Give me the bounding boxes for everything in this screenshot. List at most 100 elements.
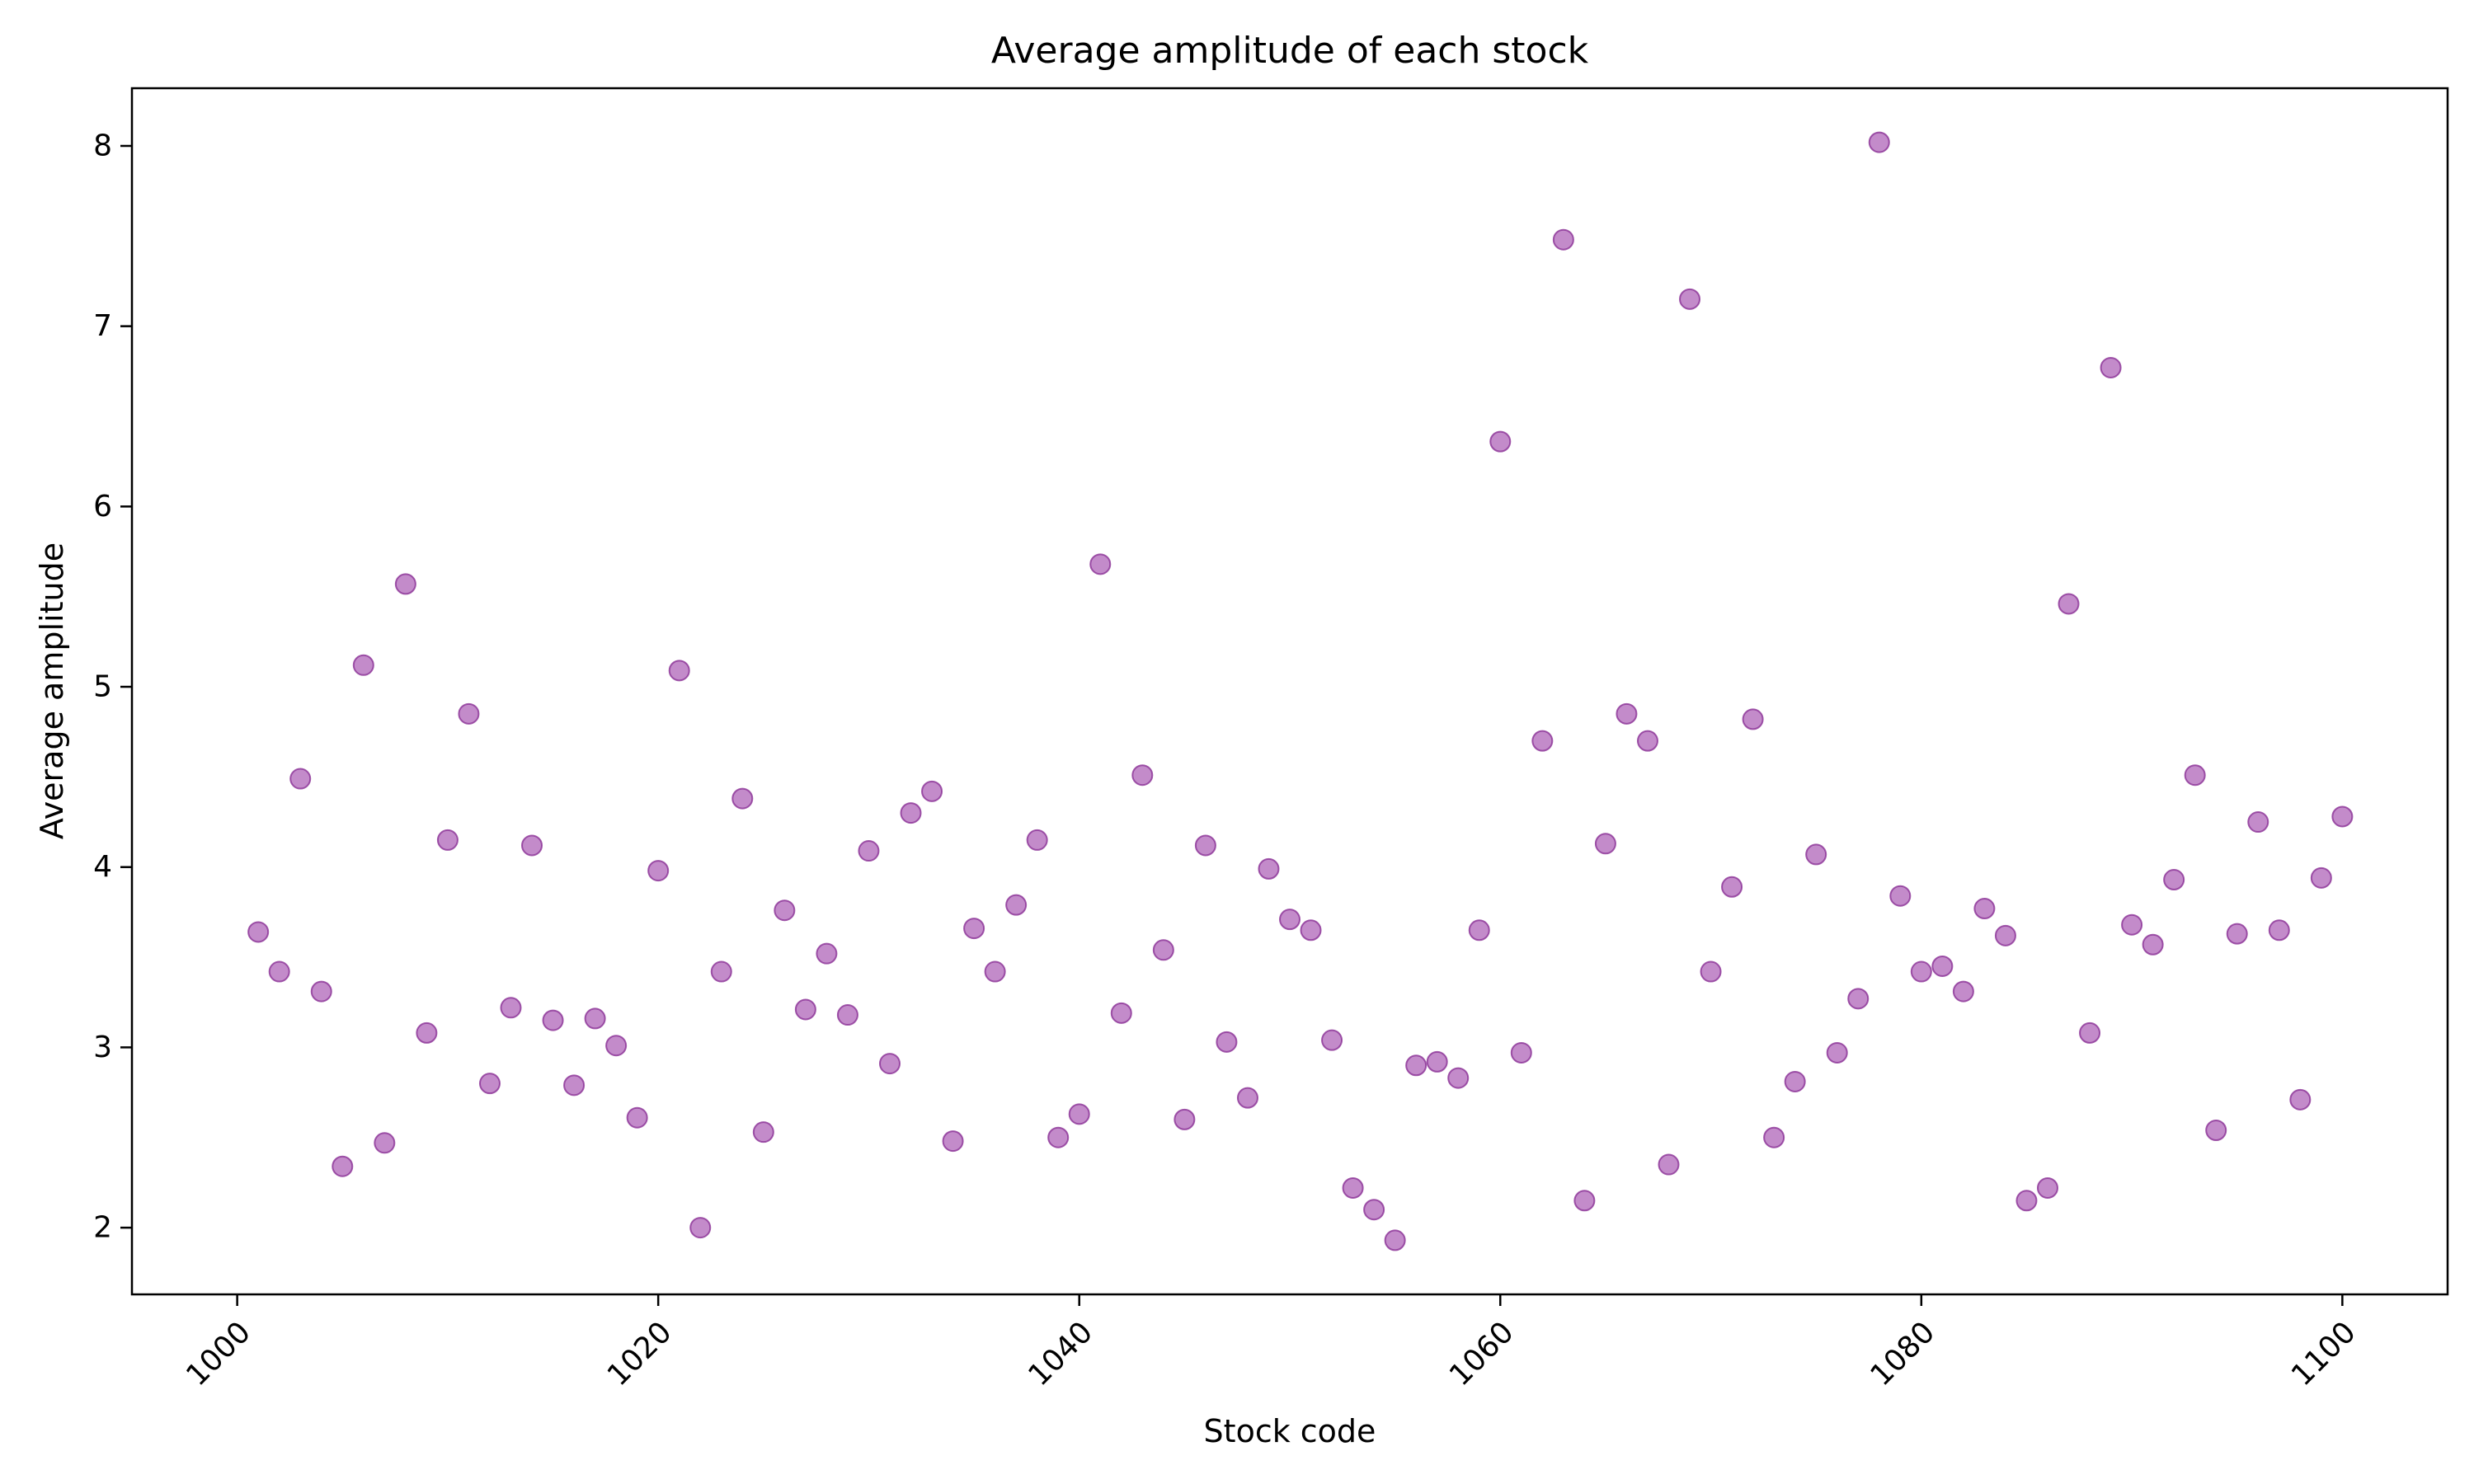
data-point — [1742, 708, 1764, 730]
data-point — [605, 1035, 628, 1057]
data-point — [1910, 960, 1932, 983]
data-point — [458, 702, 480, 725]
data-point — [1216, 1031, 1238, 1053]
data-point — [478, 1073, 501, 1095]
data-point — [858, 840, 880, 862]
data-point — [2310, 866, 2332, 889]
data-point — [2058, 593, 2080, 615]
data-points — [247, 131, 2354, 1252]
plot-frame — [130, 87, 2449, 1296]
data-point — [1363, 1199, 1385, 1221]
data-point — [2289, 1088, 2312, 1111]
data-point — [1679, 288, 1701, 310]
data-point — [647, 860, 670, 882]
data-point — [521, 834, 543, 857]
data-point — [436, 829, 459, 851]
data-point — [963, 918, 985, 940]
data-point — [1110, 1002, 1132, 1024]
data-point — [1447, 1067, 1470, 1089]
data-point — [542, 1009, 564, 1031]
data-point — [1489, 430, 1512, 453]
data-point — [816, 942, 838, 965]
data-point — [310, 980, 332, 1003]
data-point — [1131, 764, 1154, 787]
data-point — [731, 787, 754, 810]
data-point — [1089, 553, 1112, 575]
data-point — [1426, 1050, 1448, 1073]
data-point — [2247, 811, 2269, 834]
data-point — [1931, 955, 1954, 977]
data-point — [626, 1106, 648, 1129]
data-point — [1721, 876, 1743, 898]
data-point — [332, 1155, 354, 1177]
data-point — [1658, 1153, 1680, 1176]
data-point — [2142, 933, 2164, 956]
data-point — [1594, 833, 1616, 855]
data-point — [984, 960, 1006, 983]
data-point — [2226, 923, 2248, 945]
y-tick-label: 4 — [93, 850, 112, 884]
data-point — [1616, 702, 1638, 725]
data-point — [289, 768, 312, 790]
data-point — [1952, 980, 1974, 1003]
data-point — [1152, 939, 1174, 961]
data-point — [1342, 1176, 1364, 1199]
data-point — [2015, 1190, 2038, 1212]
data-point — [668, 660, 690, 682]
data-point — [1258, 857, 1280, 880]
y-tick-label: 7 — [93, 309, 112, 343]
y-axis-label: Average amplitude — [34, 542, 70, 839]
data-point — [1805, 843, 1827, 866]
data-point — [1236, 1087, 1258, 1109]
data-point — [710, 960, 732, 983]
data-point — [247, 921, 270, 943]
data-point — [1868, 131, 1890, 153]
x-axis-label: Stock code — [1204, 1413, 1376, 1449]
data-point — [1763, 1126, 1785, 1148]
data-point — [374, 1132, 396, 1154]
data-point — [752, 1121, 774, 1144]
data-point — [2331, 805, 2354, 828]
data-point — [1552, 228, 1574, 251]
data-point — [689, 1217, 712, 1239]
data-point — [1889, 885, 1912, 907]
data-point — [2205, 1119, 2227, 1141]
data-point — [2100, 356, 2122, 378]
data-point — [584, 1007, 606, 1030]
data-point — [774, 899, 796, 922]
y-axis-ticks: 2 3 4 5 6 7 8 — [93, 129, 132, 1245]
data-point — [394, 573, 416, 595]
data-point — [1321, 1029, 1343, 1051]
data-point — [1068, 1103, 1090, 1125]
data-point — [352, 654, 374, 676]
data-point — [921, 780, 943, 802]
data-point — [1405, 1054, 1427, 1077]
data-point — [1005, 894, 1028, 916]
data-point — [1994, 924, 2016, 946]
data-point — [563, 1074, 586, 1097]
data-point — [1847, 988, 1870, 1010]
data-point — [2268, 919, 2290, 942]
data-point — [1510, 1041, 1532, 1064]
data-point — [1573, 1190, 1596, 1212]
data-point — [1468, 919, 1490, 942]
data-point — [2036, 1176, 2058, 1199]
data-point — [1300, 919, 1322, 942]
data-point — [2184, 764, 2206, 787]
data-point — [1826, 1041, 1848, 1064]
data-point — [1973, 898, 1996, 920]
data-point — [2079, 1021, 2101, 1044]
data-point — [268, 960, 290, 983]
data-point — [1700, 960, 1722, 983]
data-point — [878, 1053, 901, 1075]
data-point — [942, 1130, 964, 1153]
data-point — [794, 998, 816, 1021]
data-point — [1194, 834, 1216, 857]
y-tick-label: 5 — [93, 670, 112, 704]
data-point — [1174, 1108, 1196, 1130]
y-tick-label: 6 — [93, 490, 112, 524]
y-tick-label: 3 — [93, 1031, 112, 1064]
chart-title: Average amplitude of each stock — [991, 30, 1589, 72]
